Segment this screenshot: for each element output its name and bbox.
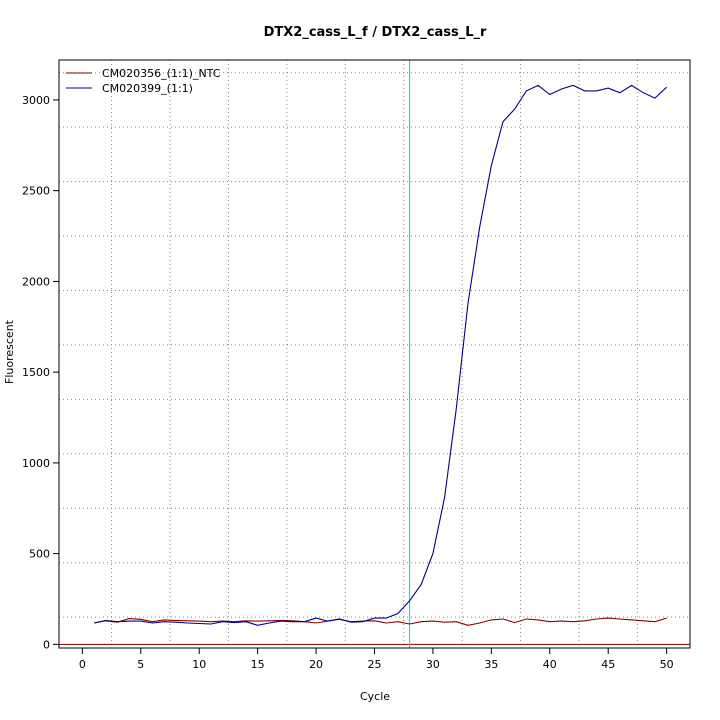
x-tick-label: 35: [484, 658, 498, 671]
legend-label-2: CM020399_(1:1): [102, 82, 193, 95]
series-line-2: [93, 84, 667, 626]
y-tick-label: 0: [43, 638, 50, 651]
x-tick-label: 0: [79, 658, 86, 671]
x-tick-label: 30: [426, 658, 440, 671]
x-tick-label: 25: [368, 658, 382, 671]
chart-title: DTX2_cass_L_f / DTX2_cass_L_r: [264, 25, 487, 40]
y-tick-label: 2500: [22, 185, 50, 198]
y-tick-label: 3000: [22, 94, 50, 107]
x-tick-label: 40: [543, 658, 557, 671]
y-axis: 0 500 1000 1500 2000 2500 3000: [22, 94, 59, 651]
reference-lines: [59, 60, 690, 648]
x-tick-label: 20: [309, 658, 323, 671]
series-layer: [93, 84, 667, 626]
y-tick-label: 500: [29, 548, 50, 561]
y-tick-label: 1000: [22, 457, 50, 470]
x-axis: 0 5 10 15 20 25 30 35 40 45 50: [79, 648, 674, 671]
x-tick-label: 15: [251, 658, 265, 671]
x-axis-label: Cycle: [360, 690, 390, 703]
x-tick-label: 5: [137, 658, 144, 671]
legend-label-1: CM020356_(1:1)_NTC: [102, 67, 221, 80]
series-line-1: [93, 617, 667, 626]
y-axis-label: Fluorescent: [3, 319, 16, 384]
x-tick-label: 45: [601, 658, 615, 671]
x-tick-label: 50: [660, 658, 674, 671]
x-tick-label: 10: [192, 658, 206, 671]
legend: CM020356_(1:1)_NTC CM020399_(1:1): [66, 67, 221, 95]
y-tick-label: 1500: [22, 366, 50, 379]
y-tick-label: 2000: [22, 275, 50, 288]
